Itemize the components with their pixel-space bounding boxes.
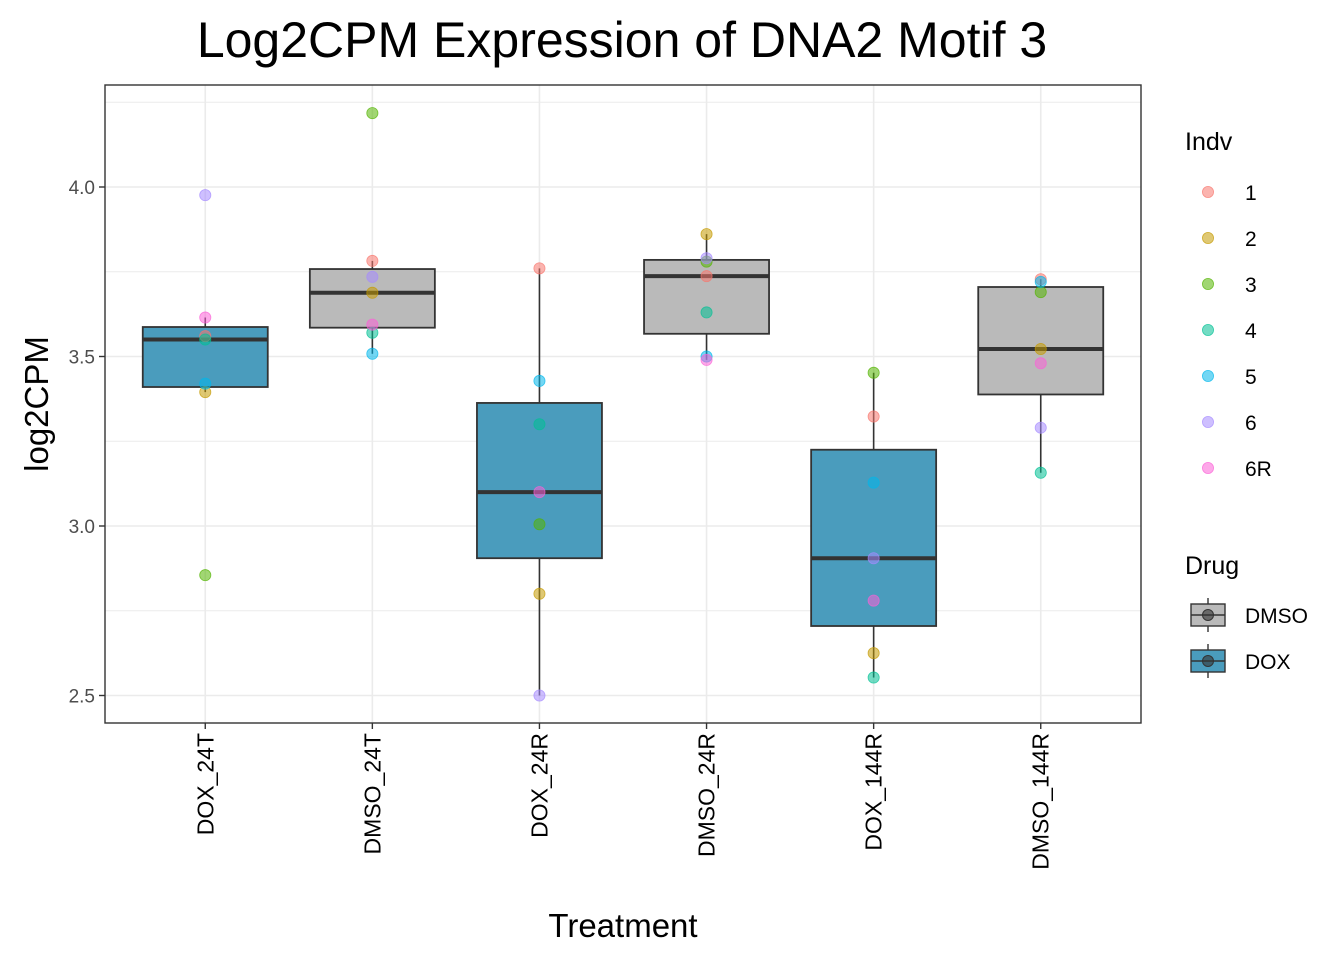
- plot-panel-border: [104, 84, 1142, 724]
- legend-key-indv-6: [1202, 415, 1215, 428]
- legend-key-point: [1202, 655, 1214, 667]
- data-point-indv-2: [1034, 343, 1047, 356]
- box-DMSO_144R: [977, 286, 1105, 396]
- data-point-indv-5: [199, 377, 212, 390]
- y-axis: 2.5 3.0 3.5 4.0: [69, 178, 105, 708]
- x-tick-label: DOX_24T: [192, 733, 218, 835]
- data-point-indv-1: [366, 254, 379, 267]
- data-point-indv-6: [867, 552, 880, 565]
- legend-label-indv: 2: [1245, 228, 1257, 251]
- chart-title: Log2CPM Expression of DNA2 Motif 3: [197, 12, 1047, 68]
- legend-drug-items: DMSO DOX: [1190, 598, 1308, 678]
- x-axis: DOX_24T DMSO_24T DOX_24R DMSO_24R DOX_144R DM…: [192, 723, 1054, 870]
- legend-label-indv: 6R: [1245, 458, 1272, 481]
- legend-label-indv: 3: [1245, 274, 1257, 297]
- data-point-indv-5: [867, 476, 880, 489]
- x-tick-label: DOX_24R: [526, 733, 552, 838]
- y-tick-label: 3.0: [69, 517, 95, 538]
- data-point-indv-3: [366, 107, 379, 120]
- data-point-indv-5: [533, 374, 546, 387]
- data-point-indv-1: [867, 410, 880, 423]
- legend-key-indv-3: [1202, 277, 1215, 290]
- data-point-indv-6: [199, 189, 212, 202]
- data-point-indv-3: [867, 366, 880, 379]
- legend-title-drug: Drug: [1185, 552, 1239, 580]
- data-point-indv-3: [1034, 286, 1047, 299]
- data-point-indv-6R: [700, 353, 713, 366]
- legend-label-indv: 1: [1245, 182, 1257, 205]
- legend-key-point: [1202, 609, 1214, 621]
- data-point-indv-4: [1034, 466, 1047, 479]
- data-point-indv-3: [533, 518, 546, 531]
- legend-key-indv-6R: [1202, 461, 1215, 474]
- data-point-indv-4: [867, 671, 880, 684]
- legend: Indv 1 2 3 4 5 6 6R Drug DMSO DOX: [1185, 128, 1308, 678]
- data-point-indv-2: [366, 286, 379, 299]
- data-point-indv-5: [366, 347, 379, 360]
- data-point-indv-3: [199, 569, 212, 582]
- data-point-indv-6: [533, 689, 546, 702]
- legend-key-indv-2: [1202, 231, 1215, 244]
- legend-indv-items: 1 2 3 4 5 6 6R: [1202, 182, 1272, 481]
- x-tick-label: DMSO_24R: [694, 733, 720, 857]
- data-point-indv-6R: [366, 318, 379, 331]
- x-tick-label: DMSO_144R: [1028, 733, 1054, 870]
- data-point-indv-6R: [533, 486, 546, 499]
- points: [199, 107, 1047, 702]
- data-point-indv-4: [533, 418, 546, 431]
- data-point-indv-4: [199, 333, 212, 346]
- data-point-indv-2: [700, 228, 713, 241]
- legend-title-indv: Indv: [1185, 128, 1233, 156]
- data-point-indv-2: [867, 647, 880, 660]
- y-tick-label: 3.5: [69, 348, 95, 369]
- x-tick-label: DOX_144R: [861, 733, 887, 851]
- data-point-indv-5: [1034, 275, 1047, 288]
- data-point-indv-1: [700, 270, 713, 283]
- y-tick-label: 4.0: [69, 178, 95, 199]
- legend-label-indv: 5: [1245, 366, 1257, 389]
- data-point-indv-6R: [199, 311, 212, 324]
- legend-key-indv-5: [1202, 369, 1215, 382]
- data-point-indv-6R: [867, 594, 880, 607]
- legend-label-indv: 6: [1245, 412, 1257, 435]
- grid: [105, 85, 1141, 723]
- y-axis-title: log2CPM: [18, 336, 55, 472]
- legend-key-indv-1: [1202, 185, 1215, 198]
- boxes: [141, 234, 1105, 696]
- legend-label-indv: 4: [1245, 320, 1257, 343]
- x-tick-label: DMSO_24T: [359, 733, 385, 854]
- legend-key-indv-4: [1202, 323, 1215, 336]
- data-point-indv-6R: [1034, 357, 1047, 370]
- legend-label-drug: DOX: [1245, 651, 1291, 674]
- data-point-indv-2: [533, 587, 546, 600]
- data-point-indv-1: [533, 262, 546, 275]
- data-point-indv-6: [700, 252, 713, 265]
- data-point-indv-6: [1034, 421, 1047, 434]
- data-point-indv-4: [700, 306, 713, 319]
- data-point-indv-6: [366, 270, 379, 283]
- x-axis-title: Treatment: [548, 907, 697, 944]
- legend-label-drug: DMSO: [1245, 605, 1308, 628]
- y-tick-label: 2.5: [69, 687, 95, 708]
